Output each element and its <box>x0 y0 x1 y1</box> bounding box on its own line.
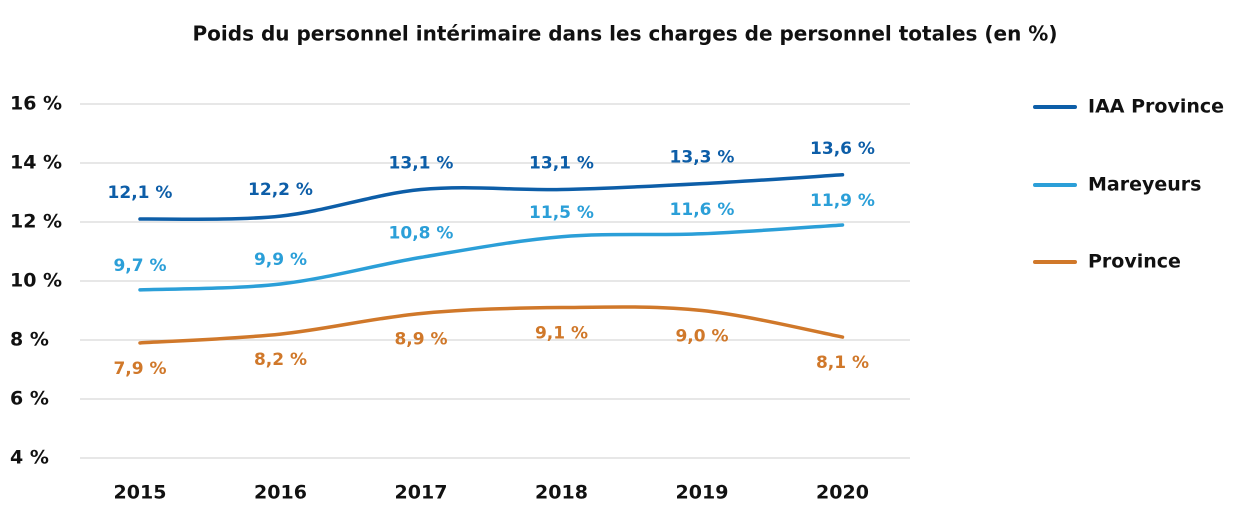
data-label: 12,1 % <box>108 183 173 203</box>
chart-title: Poids du personnel intérimaire dans les … <box>193 22 1058 46</box>
data-label: 9,9 % <box>254 250 307 270</box>
y-tick-label: 12 % <box>10 211 62 233</box>
data-label: 12,2 % <box>248 180 313 200</box>
y-tick-label: 10 % <box>10 270 62 292</box>
x-tick-label: 2020 <box>816 482 869 504</box>
y-tick-label: 4 % <box>10 447 49 469</box>
data-label: 10,8 % <box>389 223 454 243</box>
line <box>138 173 845 221</box>
y-tick-label: 14 % <box>10 152 62 174</box>
legend-label: Mareyeurs <box>1088 174 1201 196</box>
data-label: 13,1 % <box>529 154 594 174</box>
x-tick-label: 2018 <box>535 482 588 504</box>
x-tick-label: 2016 <box>254 482 307 504</box>
data-label: 9,1 % <box>535 324 588 344</box>
legend-label: Province <box>1088 251 1181 273</box>
data-label: 8,9 % <box>394 329 447 349</box>
x-tick-label: 2015 <box>114 482 167 504</box>
data-label: 11,6 % <box>670 200 735 220</box>
data-label: 9,0 % <box>675 327 728 347</box>
y-tick-label: 8 % <box>10 329 49 351</box>
data-label: 11,9 % <box>810 191 875 211</box>
data-label: 13,6 % <box>810 139 875 159</box>
data-label: 11,5 % <box>529 203 594 223</box>
line <box>138 223 845 292</box>
y-tick-label: 16 % <box>10 93 62 115</box>
data-label: 7,9 % <box>113 359 166 379</box>
data-label: 13,1 % <box>389 154 454 174</box>
x-tick-label: 2019 <box>676 482 729 504</box>
y-tick-label: 6 % <box>10 388 49 410</box>
data-label: 13,3 % <box>670 148 735 168</box>
legend-label: IAA Province <box>1088 96 1224 118</box>
data-label: 9,7 % <box>113 256 166 276</box>
x-tick-label: 2017 <box>395 482 448 504</box>
line <box>138 305 845 345</box>
data-label: 8,1 % <box>816 353 869 373</box>
data-label: 8,2 % <box>254 350 307 370</box>
